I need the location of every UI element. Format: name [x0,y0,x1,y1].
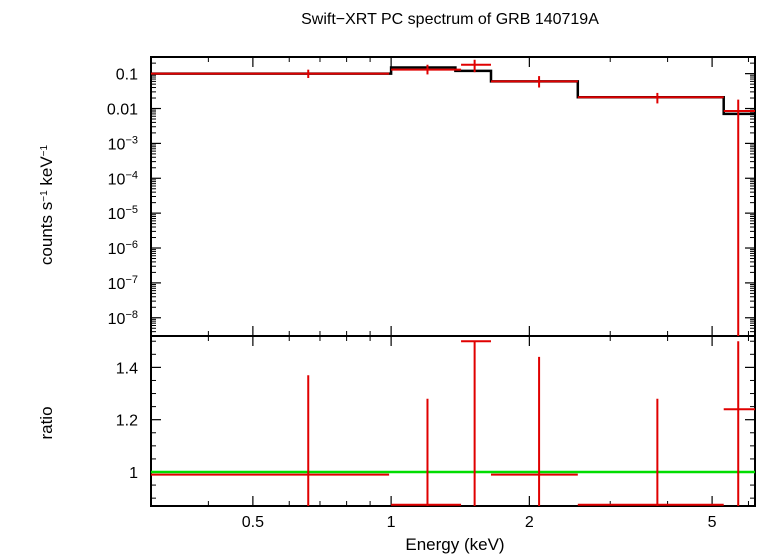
ratio-data-point [577,398,724,506]
spectrum-model-steps [151,66,755,116]
chart-title: Swift−XRT PC spectrum of GRB 140719A [301,11,599,28]
spectrum-data-points [151,59,755,336]
spectrum-y-tick-label: 10−6 [108,239,138,258]
spectrum-y-tick-label: 10−5 [108,204,138,223]
x-tick-label: 5 [708,514,717,531]
spectrum-panel-frame [150,56,756,337]
spectrum-data-point [723,99,755,336]
ratio-y-tick-label: 1 [129,465,138,482]
spectrum-data-point [151,69,390,78]
ratio-axis-ticks: 0.5 1 2 5 1 1.2 1.4 [116,336,755,531]
x-tick-label: 0.5 [242,514,264,531]
spectrum-y-tick-label: 10−3 [108,134,138,153]
spectrum-data-point [391,64,462,75]
model-step-line [151,66,755,116]
spectrum-data-point [577,92,724,104]
ratio-y-tick-label: 1.2 [116,413,138,430]
ratio-data-point [391,398,462,506]
ratio-y-tick-label: 1.4 [116,360,138,377]
ratio-y-axis-label: ratio [37,406,56,439]
x-tick-label: 2 [525,514,534,531]
spectrum-y-tick-label: 10−4 [108,169,138,188]
spectrum-y-tick-label: 0.01 [107,102,138,119]
ratio-data-point [461,340,491,506]
spectrum-y-tick-label: 0.1 [116,67,138,84]
spectrum-data-point [461,59,491,73]
spectrum-y-tick-label: 10−7 [108,274,138,293]
x-axis-label: Energy (keV) [405,535,504,554]
spectrum-y-axis-label: counts s−1 keV−1 [37,144,56,265]
ratio-data-points [151,340,755,506]
ratio-data-point [151,375,390,506]
ratio-panel-frame [150,335,756,507]
x-tick-label: 1 [387,514,396,531]
ratio-data-point [490,356,578,506]
ratio-data-point [723,341,755,506]
spectrum-y-tick-label: 10−8 [108,309,138,328]
spectrum-data-point [490,76,578,88]
